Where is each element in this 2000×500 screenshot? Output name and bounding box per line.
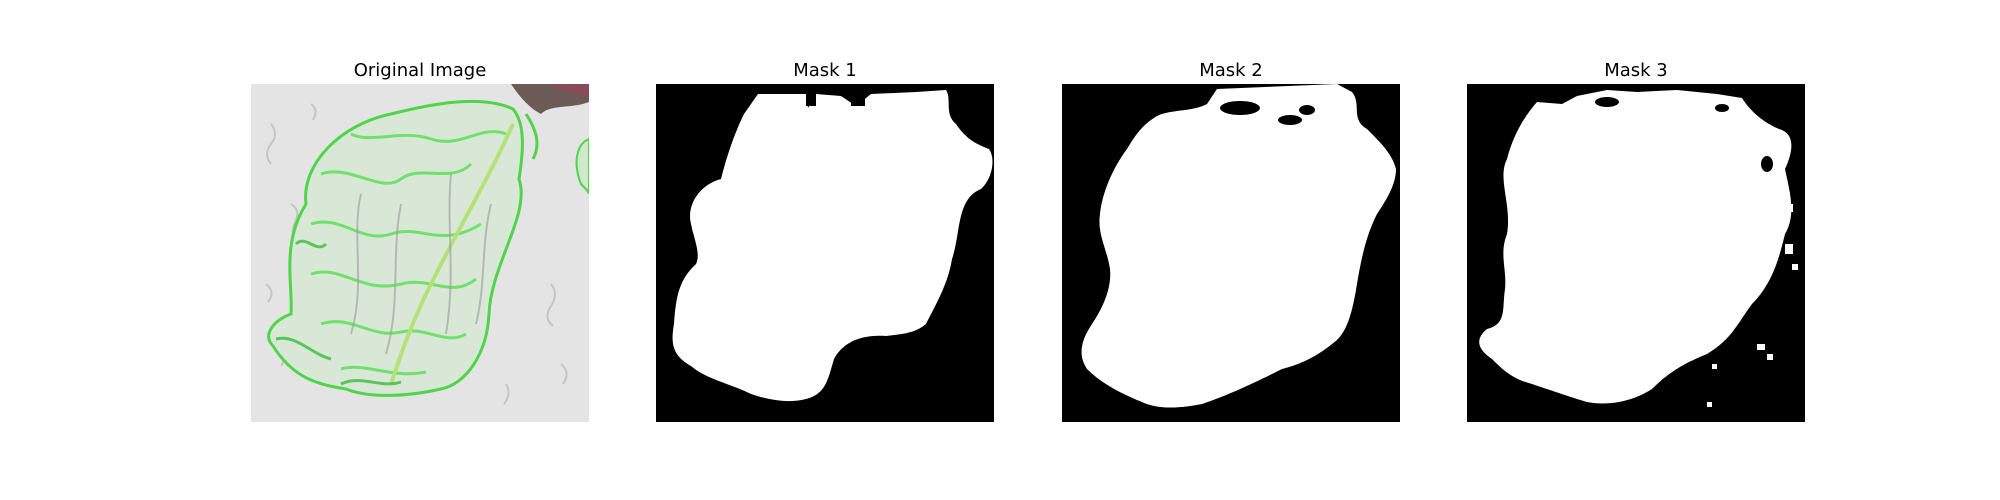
panel-title: Mask 3 [1604, 60, 1668, 81]
mask-3-shape [1467, 84, 1805, 422]
panel-mask-1: Mask 1 [656, 58, 994, 422]
original-leaf-image [251, 84, 589, 422]
mask-2-image [1062, 84, 1400, 422]
panel-mask-3: Mask 3 [1467, 58, 1805, 422]
mask-3-image [1467, 84, 1805, 422]
mask-1-image [656, 84, 994, 422]
leaf-photo [251, 84, 589, 422]
panel-title: Mask 1 [793, 60, 857, 81]
panel-original-image: Original Image [251, 58, 589, 422]
panel-title: Original Image [353, 60, 487, 81]
panel-mask-2: Mask 2 [1062, 58, 1400, 422]
panel-title: Mask 2 [1199, 60, 1263, 81]
mask-1-shape [656, 84, 994, 422]
mask-2-shape [1062, 84, 1400, 422]
